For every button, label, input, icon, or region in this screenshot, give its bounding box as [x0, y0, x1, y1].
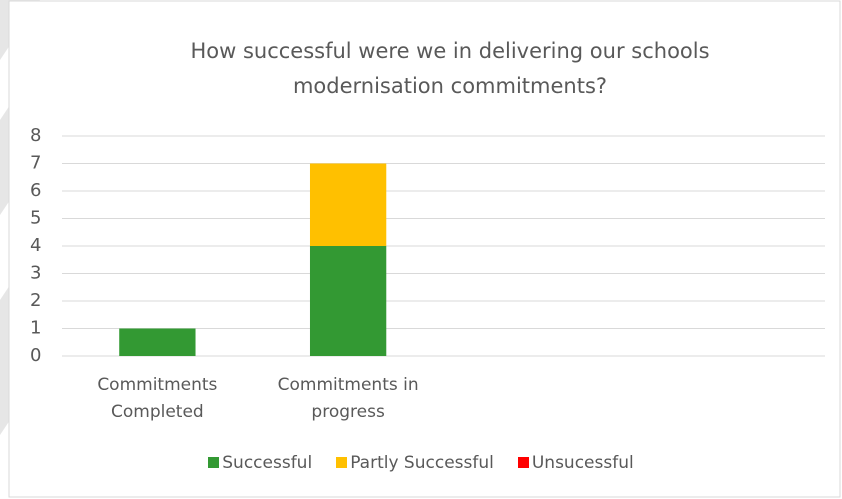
- legend-swatch: [336, 457, 348, 468]
- legend-item: Unsucessful: [517, 453, 634, 473]
- y-tick-label: 3: [30, 263, 41, 284]
- decoration: [0, 105, 10, 215]
- bar: [309, 246, 387, 356]
- legend-item: Successful: [208, 453, 312, 473]
- legend: Successful Partly Successful Unsucessful: [0, 453, 842, 473]
- chart-title: How successful were we in delivering our…: [190, 39, 710, 98]
- y-tick-label: 5: [30, 208, 41, 229]
- x-tick-label: Commitments Completed: [97, 375, 218, 422]
- y-tick-label: 0: [30, 345, 41, 366]
- bar: [309, 163, 387, 246]
- y-tick-label: 8: [30, 125, 41, 146]
- legend-label: Successful: [222, 453, 313, 473]
- y-tick-label: 4: [30, 235, 41, 256]
- legend-swatch: [517, 457, 529, 468]
- legend-label: Unsucessful: [531, 453, 634, 473]
- legend-item: Partly Successful: [336, 453, 494, 473]
- x-tick-label: Commitments in progress: [277, 375, 419, 422]
- decoration: [0, 285, 10, 435]
- bar: [119, 328, 196, 356]
- legend-swatch: [208, 457, 220, 468]
- y-tick-label: 1: [30, 318, 41, 339]
- legend-label: Partly Successful: [350, 453, 494, 473]
- y-tick-label: 7: [30, 153, 41, 174]
- y-tick-label: 2: [30, 290, 41, 311]
- y-tick-label: 6: [30, 180, 41, 201]
- chart-border: [8, 0, 841, 498]
